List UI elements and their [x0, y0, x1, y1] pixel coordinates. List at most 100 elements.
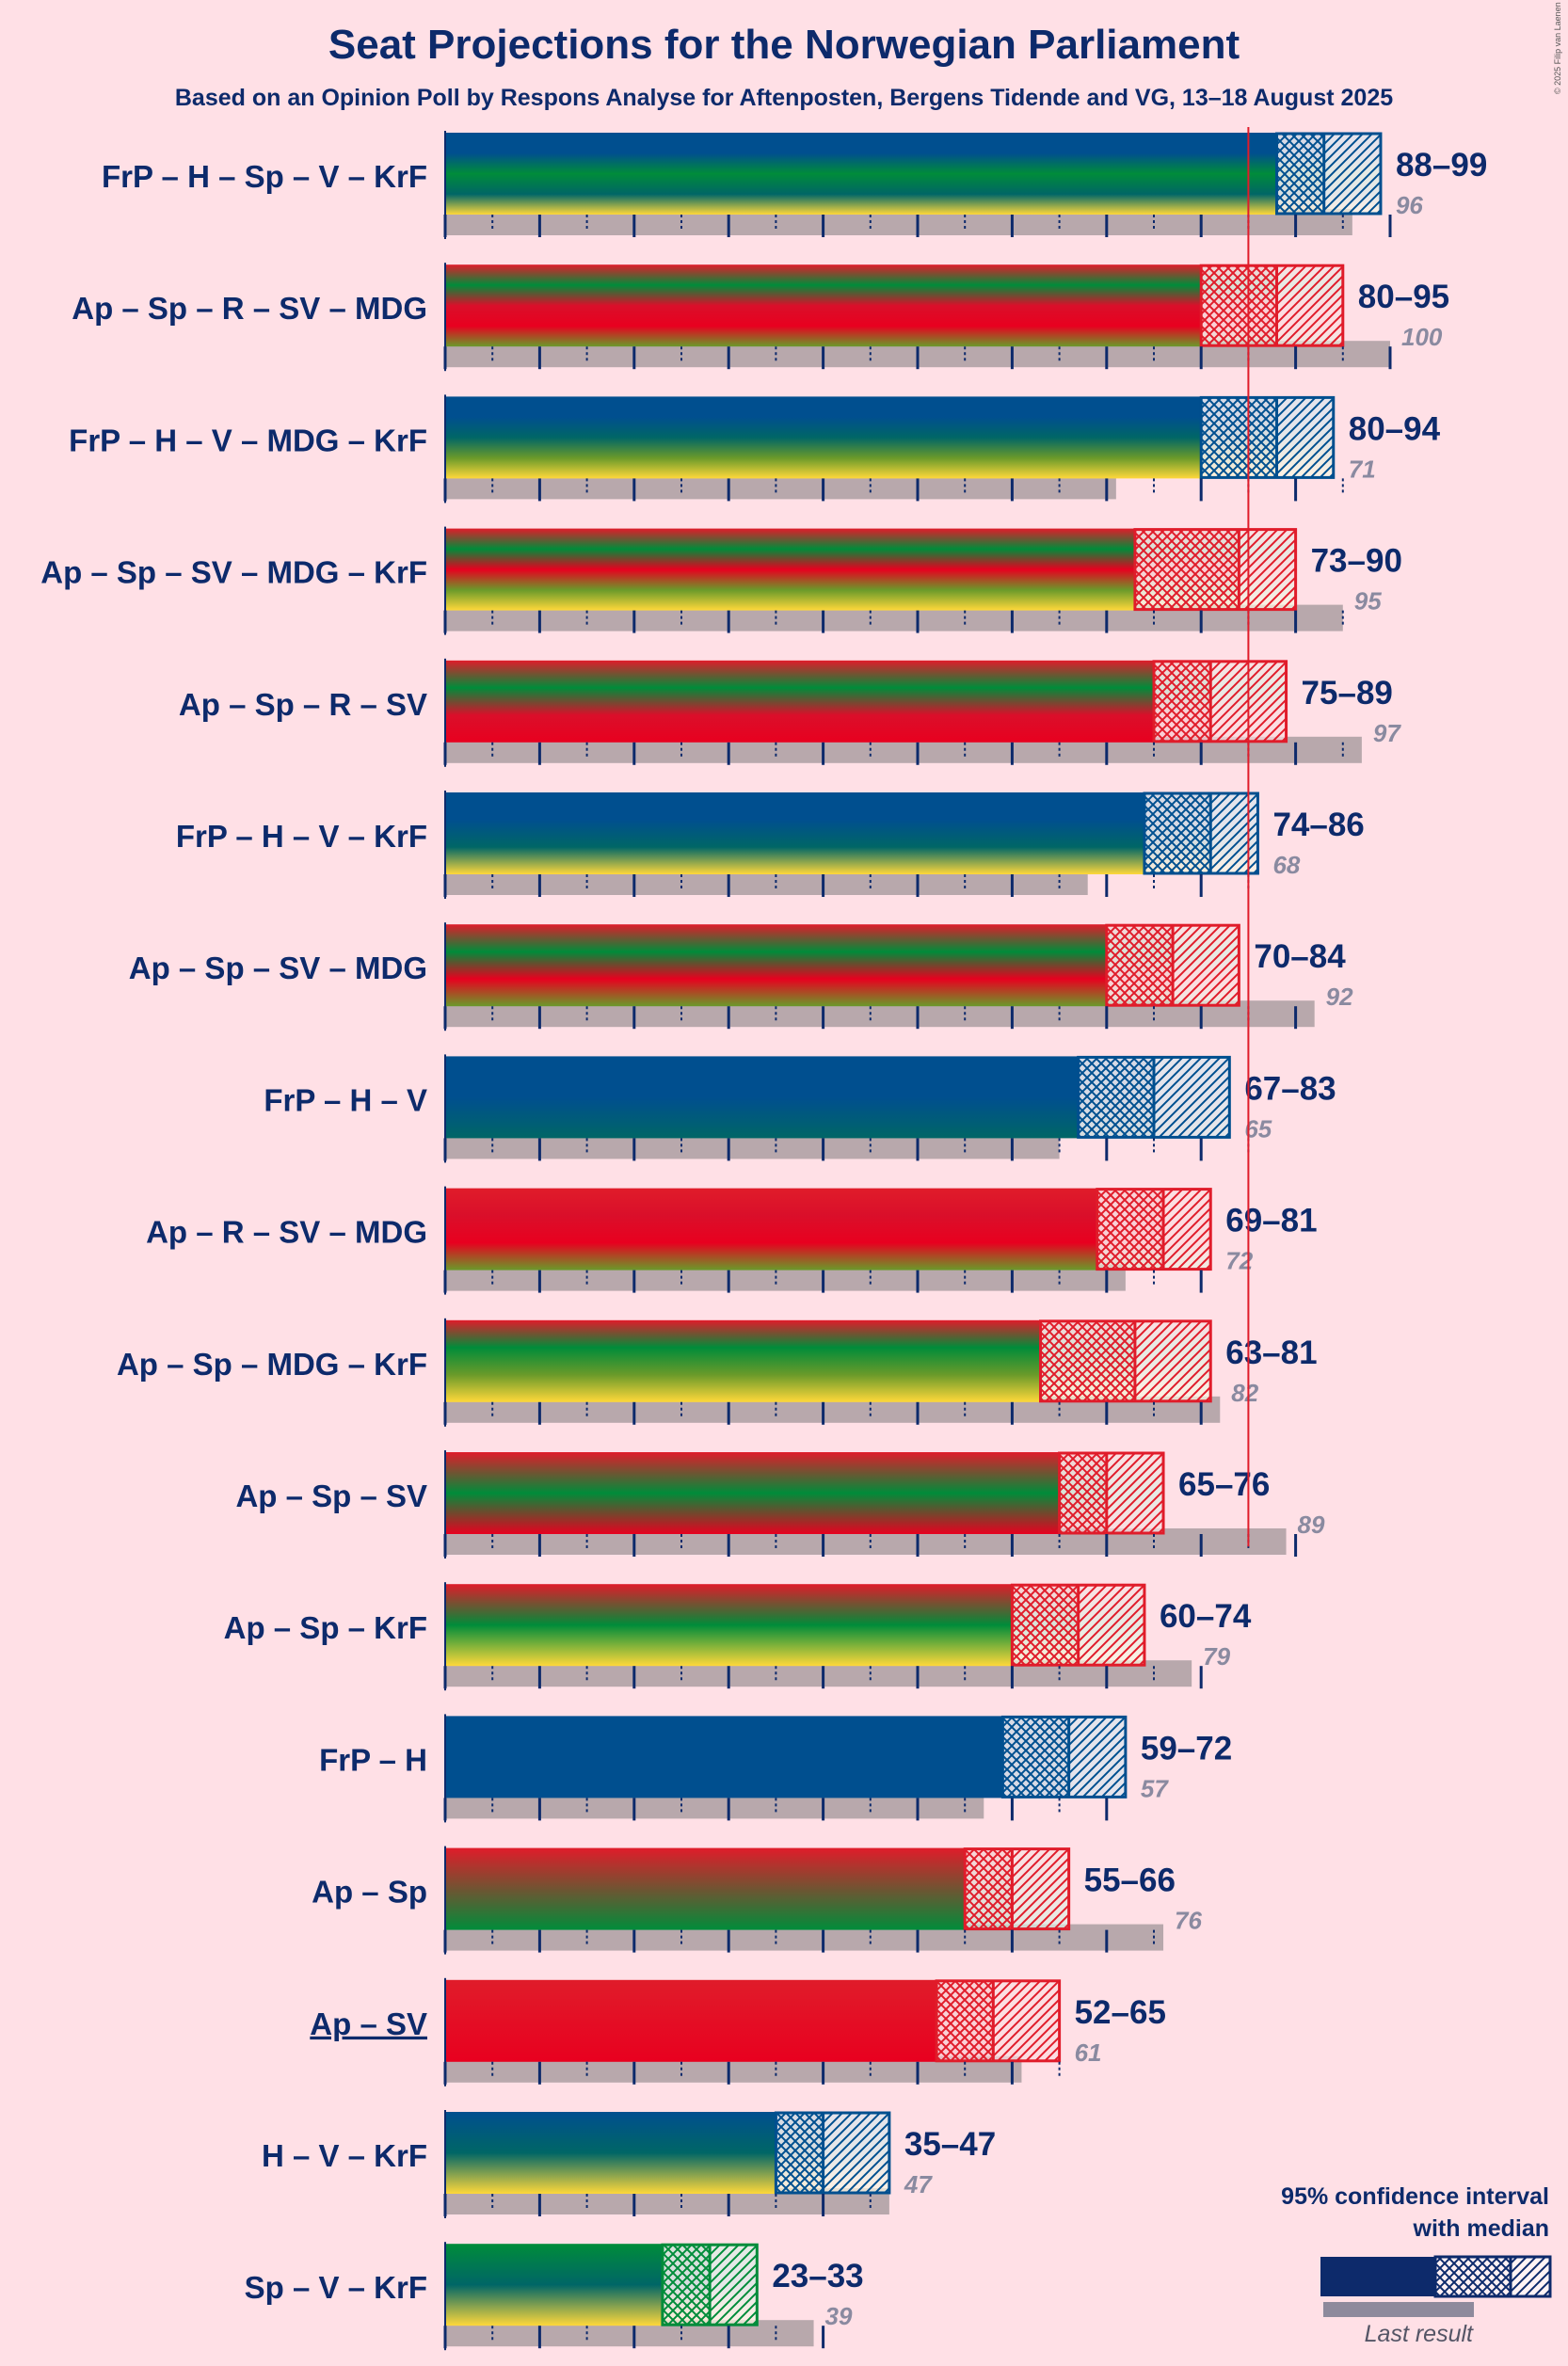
- range-label: 70–84: [1254, 938, 1346, 975]
- range-label: 59–72: [1141, 1730, 1232, 1767]
- ci-outline: [1152, 660, 1288, 743]
- coalition-label: Ap – SV: [310, 2006, 427, 2041]
- range-label: 73–90: [1311, 543, 1402, 580]
- coalition-label: Ap – Sp – R – SV: [179, 687, 427, 722]
- range-label: 63–81: [1225, 1335, 1317, 1371]
- ci-outline: [1275, 132, 1383, 216]
- solid-seat-bar: [445, 2244, 663, 2326]
- ci-upper-hatch: [1210, 792, 1258, 874]
- solid-seat-bar: [445, 264, 1202, 347]
- range-label: 75–89: [1302, 675, 1393, 711]
- legend-last-result-bar: [1323, 2302, 1474, 2317]
- range-label: 23–33: [772, 2258, 863, 2294]
- last-result-label: 82: [1231, 1379, 1258, 1407]
- coalition-rows: FrP – H – Sp – V – KrF 88–99 96 Ap – Sp – R…: [40, 131, 1487, 2351]
- range-label: 74–86: [1272, 807, 1364, 843]
- ci-outline: [1000, 1715, 1128, 1798]
- legend: 95% confidence interval with median Last…: [1281, 2183, 1552, 2347]
- legend-median-bar: [1320, 2257, 1435, 2296]
- ci-outline: [774, 2111, 891, 2195]
- ci-lower-hatch: [965, 1847, 1013, 1930]
- ci-outline: [1199, 264, 1345, 347]
- ci-upper-hatch: [1323, 133, 1381, 215]
- range-label: 60–74: [1160, 1598, 1252, 1635]
- ci-upper-hatch: [1134, 1319, 1211, 1402]
- last-result-label: 96: [1396, 191, 1423, 219]
- coalition-row: FrP – H 59–72 57: [319, 1714, 1232, 1823]
- coalition-label: H – V – KrF: [262, 2138, 427, 2173]
- coalition-label: FrP – H – V – MDG – KrF: [69, 423, 427, 457]
- ci-lower-hatch: [1276, 133, 1324, 215]
- ci-upper-hatch: [823, 2112, 889, 2194]
- coalition-row: FrP – H – V – MDG – KrF 80–94 71: [69, 394, 1441, 504]
- ci-lower-hatch: [1059, 1452, 1107, 1534]
- coalition-row: Ap – Sp – SV – MDG – KrF 73–90 95: [40, 526, 1402, 635]
- coalition-label: Ap – Sp – R – SV – MDG: [72, 291, 427, 326]
- last-result-label: 97: [1373, 719, 1401, 747]
- solid-seat-bar: [445, 1847, 966, 1930]
- ci-upper-hatch: [1239, 528, 1296, 611]
- range-label: 35–47: [904, 2126, 996, 2163]
- range-label: 88–99: [1396, 147, 1487, 184]
- ci-upper-hatch: [1106, 1452, 1164, 1534]
- last-result-label: 68: [1272, 851, 1300, 879]
- last-result-label: 71: [1349, 455, 1376, 483]
- last-result-label: 76: [1175, 1907, 1202, 1935]
- coalition-label: Sp – V – KrF: [245, 2270, 427, 2305]
- ci-outline: [1039, 1319, 1212, 1403]
- solid-seat-bar: [445, 792, 1144, 874]
- last-result-label: 100: [1401, 323, 1443, 351]
- solid-seat-bar: [445, 1716, 1003, 1798]
- ci-outline: [935, 1979, 1062, 2063]
- ci-outline: [1199, 395, 1336, 479]
- coalition-row: Ap – Sp – SV – MDG 70–84 92: [129, 922, 1353, 1031]
- ci-upper-hatch: [1173, 924, 1240, 1007]
- solid-seat-bar: [445, 1452, 1060, 1534]
- coalition-label: FrP – H – V – KrF: [176, 819, 427, 854]
- ci-upper-hatch: [710, 2244, 758, 2326]
- ci-lower-hatch: [776, 2112, 824, 2194]
- solid-seat-bar: [445, 1584, 1013, 1667]
- solid-seat-bar: [445, 133, 1277, 215]
- coalition-label: Ap – Sp: [312, 1875, 427, 1910]
- coalition-label: Ap – R – SV – MDG: [146, 1215, 427, 1250]
- coalition-row: Ap – Sp – SV 65–76 89: [235, 1450, 1325, 1559]
- solid-seat-bar: [445, 396, 1202, 479]
- ci-lower-hatch: [1106, 924, 1174, 1007]
- coalition-label: Ap – Sp – SV: [235, 1479, 427, 1513]
- ci-outline: [1058, 1451, 1165, 1535]
- coalition-row: FrP – H – V – KrF 74–86 68: [176, 791, 1365, 899]
- coalition-label: FrP – H – Sp – V – KrF: [102, 159, 427, 194]
- coalition-label: Ap – Sp – MDG – KrF: [117, 1347, 427, 1382]
- ci-upper-hatch: [1154, 1056, 1230, 1139]
- range-label: 55–66: [1084, 1862, 1176, 1899]
- ci-lower-hatch: [936, 1979, 994, 2062]
- coalition-label: FrP – H – V: [264, 1082, 427, 1117]
- ci-upper-hatch: [1012, 1847, 1069, 1930]
- ci-lower-hatch: [1154, 660, 1211, 743]
- ci-upper-hatch: [1078, 1584, 1144, 1667]
- coalition-row: Ap – Sp – R – SV 75–89 97: [179, 658, 1401, 767]
- solid-seat-bar: [445, 1188, 1097, 1271]
- legend-ci-upper-hatch: [1509, 2255, 1552, 2298]
- ci-outline: [963, 1847, 1071, 1931]
- coalition-row: Ap – Sp – MDG – KrF 63–81 82: [117, 1318, 1318, 1427]
- ci-lower-hatch: [662, 2244, 711, 2326]
- range-label: 80–94: [1349, 410, 1441, 447]
- ci-upper-hatch: [993, 1979, 1060, 2062]
- legend-last-result-label: Last result: [1365, 2321, 1474, 2347]
- range-label: 69–81: [1225, 1203, 1317, 1239]
- solid-seat-bar: [445, 1979, 937, 2062]
- ci-lower-hatch: [1002, 1716, 1069, 1798]
- ci-upper-hatch: [1276, 396, 1334, 479]
- solid-seat-bar: [445, 1319, 1041, 1402]
- last-result-label: 79: [1203, 1642, 1230, 1671]
- coalition-label: Ap – Sp – SV – MDG – KrF: [40, 555, 427, 590]
- ci-lower-hatch: [1040, 1319, 1135, 1402]
- last-result-label: 92: [1326, 983, 1353, 1011]
- last-result-label: 61: [1075, 2038, 1102, 2067]
- range-label: 80–95: [1358, 279, 1449, 315]
